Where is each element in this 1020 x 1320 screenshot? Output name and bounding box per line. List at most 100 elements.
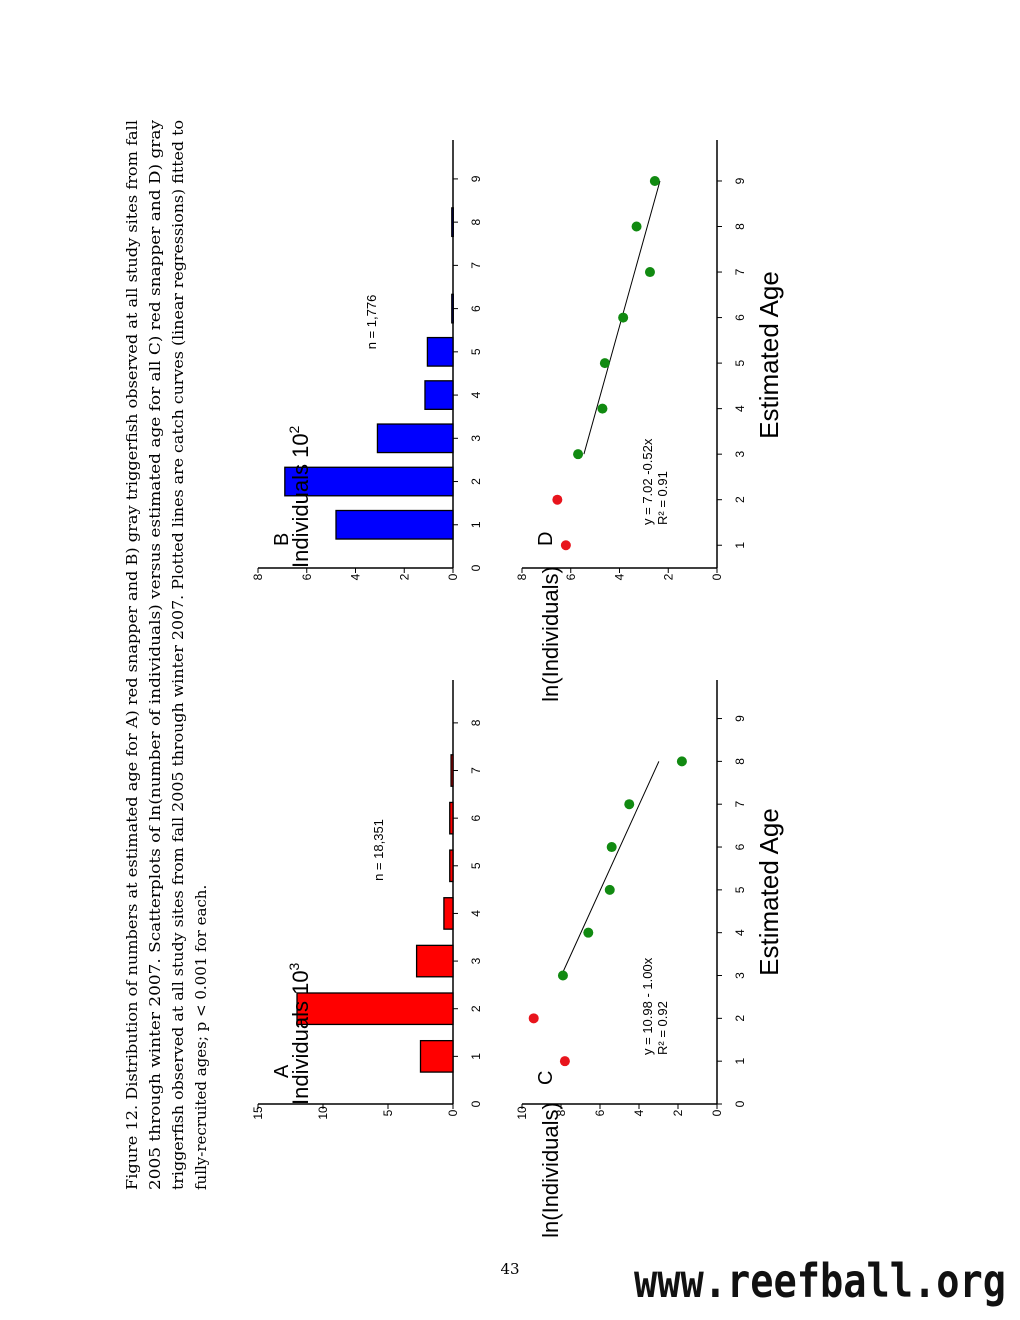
panel-c-regression-line bbox=[560, 761, 660, 976]
panel-a-bar-age-1 bbox=[419, 1039, 454, 1073]
panel-b-label: B bbox=[271, 533, 293, 546]
panel-b-xtick-label: 2 bbox=[469, 478, 483, 485]
panel-d-ytick-label: 6 bbox=[564, 573, 578, 580]
panel-a-ytick-label: 10 bbox=[316, 1106, 330, 1120]
panel-a-xtick-label: 8 bbox=[469, 719, 483, 726]
panel-c-xtick-label: 8 bbox=[733, 758, 747, 765]
panel-b-xtick-label: 5 bbox=[469, 348, 483, 355]
panel-d-point-age-7 bbox=[644, 267, 655, 278]
panel-d-xtick-label: 4 bbox=[733, 405, 747, 412]
y-axis-title-text: Individuals bbox=[288, 995, 313, 1105]
panel-c-point-age-6 bbox=[606, 842, 617, 853]
panel-c-ytick-label: 4 bbox=[632, 1109, 646, 1116]
panel-a-bar-age-6 bbox=[449, 801, 454, 835]
panel-a-xtick-label: 1 bbox=[469, 1053, 483, 1060]
panel-a-xtick-label: 6 bbox=[469, 815, 483, 822]
panel-d-xtick-label: 1 bbox=[733, 542, 747, 549]
y-axis-title-sup: 2 bbox=[286, 425, 302, 433]
y-axis-title-sup: 3 bbox=[286, 962, 302, 970]
panel-d-y-axis-title: ln(Individuals) bbox=[538, 566, 563, 702]
panel-d-xtick-label: 2 bbox=[733, 496, 747, 503]
panel-c-point-age-7 bbox=[624, 799, 635, 810]
panel-b-xtick-label: 8 bbox=[469, 218, 483, 225]
panel-d-r-squared: R² = 0.91 bbox=[655, 471, 670, 525]
panel-d-xtick-label: 7 bbox=[733, 268, 747, 275]
panel-d-xtick-label: 8 bbox=[733, 223, 747, 230]
x-axis-title-right: Estimated Age bbox=[754, 271, 784, 439]
panel-c-xtick-label: 1 bbox=[733, 1058, 747, 1065]
panel-b-bar-age-3 bbox=[376, 423, 454, 454]
panel-c-point-age-2 bbox=[528, 1013, 539, 1024]
caption-line-3: triggerfish observed at all study sites … bbox=[169, 120, 187, 1190]
panel-b-xtick-label: 7 bbox=[469, 262, 483, 269]
panel-b-ytick-label: 0 bbox=[446, 573, 460, 580]
panel-a-bar-age-5 bbox=[449, 849, 454, 883]
y-axis-title-exp: 10 bbox=[288, 970, 313, 994]
watermark: www.reefball.org bbox=[634, 1254, 1006, 1308]
panel-b-ytick-label: 8 bbox=[251, 573, 265, 580]
panel-a-xtick-label: 2 bbox=[469, 1005, 483, 1012]
caption-line-2: 2005 through winter 2007. Scatterplots o… bbox=[146, 119, 164, 1190]
panel-c-label: C bbox=[535, 1071, 557, 1085]
caption-line-1: Figure 12. Distribution of numbers at es… bbox=[123, 120, 141, 1190]
panel-d-label: D bbox=[535, 532, 557, 546]
panel-c-xtick-label: 9 bbox=[733, 715, 747, 722]
panel-a-ytick-label: 5 bbox=[381, 1109, 395, 1116]
panel-d-ytick-label: 4 bbox=[613, 573, 627, 580]
panel-c-ytick-label: 2 bbox=[671, 1109, 685, 1116]
panel-b-ytick-label: 2 bbox=[397, 573, 411, 580]
panel-b-bar-age-2 bbox=[284, 466, 454, 497]
panel-d-point-age-6 bbox=[618, 312, 629, 323]
panel-d-point-age-9 bbox=[649, 175, 660, 186]
panel-d-ytick-label: 8 bbox=[515, 573, 529, 580]
panel-c-point-age-8 bbox=[676, 756, 687, 767]
caption-line-4: fully-recruited ages; p < 0.001 for each… bbox=[192, 885, 210, 1190]
x-axis-title-left: Estimated Age bbox=[754, 808, 784, 976]
panel-d-point-age-5 bbox=[599, 358, 610, 369]
panel-a-sample-size: n = 18,351 bbox=[371, 819, 386, 881]
panel-d-point-age-8 bbox=[631, 221, 642, 232]
panel-b-xtick-label: 9 bbox=[469, 175, 483, 182]
panel-c-point-age-5 bbox=[604, 884, 615, 895]
panel-d-point-age-4 bbox=[597, 403, 608, 414]
panel-c-xtick-label: 2 bbox=[733, 1015, 747, 1022]
panel-b-xtick-label: 4 bbox=[469, 391, 483, 398]
panel-d-equation: y = 7.02 -0.52x bbox=[640, 438, 655, 525]
panel-c-y-axis-title: ln(Individuals) bbox=[538, 1102, 563, 1238]
panel-a-ytick-label: 0 bbox=[446, 1109, 460, 1116]
panel-a-bar-age-4 bbox=[443, 897, 454, 930]
panel-d-ytick-label: 0 bbox=[710, 573, 724, 580]
panel-c-xtick-label: 6 bbox=[733, 843, 747, 850]
panel-d: 0 2 4 6 8 1 2 3 4 5 6 7 8 9 Dy = 7.02 -0.52x R² = 0.91 l… bbox=[515, 140, 747, 702]
panel-c-point-age-3 bbox=[557, 970, 568, 981]
panel-c-point-age-4 bbox=[583, 927, 594, 938]
panel-b-xtick-label: 3 bbox=[469, 435, 483, 442]
panel-c-xtick-label: 3 bbox=[733, 972, 747, 979]
caption: Figure 12. Distribution of numbers at es… bbox=[123, 119, 210, 1190]
panel-d-point-age-2 bbox=[552, 494, 563, 505]
panel-a-ytick-label: 15 bbox=[251, 1106, 265, 1120]
panel-c-ytick-label: 0 bbox=[710, 1109, 724, 1116]
panel-a-bar-age-2 bbox=[296, 992, 454, 1026]
panel-a-xtick-label: 4 bbox=[469, 910, 483, 917]
panel-b-xtick-label: 1 bbox=[469, 521, 483, 528]
panel-d-ytick-label: 2 bbox=[661, 573, 675, 580]
panel-a-label: A bbox=[271, 1064, 293, 1078]
panel-b-sample-size: n = 1,776 bbox=[364, 295, 379, 350]
y-axis-title-exp: 10 bbox=[288, 433, 313, 457]
panel-d-point-age-3 bbox=[573, 449, 584, 460]
panel-c-xtick-label: 7 bbox=[733, 801, 747, 808]
panel-a-bar-age-3 bbox=[415, 944, 454, 978]
panel-b-ytick-label: 4 bbox=[349, 573, 363, 580]
panel-c-ytick-label: 8 bbox=[554, 1109, 568, 1116]
panel-d-xtick-label: 5 bbox=[733, 359, 747, 366]
panel-c-r-squared: R² = 0.92 bbox=[655, 1001, 670, 1055]
panel-a-xtick-zero: 0 bbox=[469, 1100, 483, 1107]
y-axis-title-text: Individuals bbox=[288, 458, 313, 568]
panel-c-xtick-label: 5 bbox=[733, 886, 747, 893]
panel-d-point-age-1 bbox=[560, 540, 571, 551]
panel-a-xtick-label: 3 bbox=[469, 957, 483, 964]
